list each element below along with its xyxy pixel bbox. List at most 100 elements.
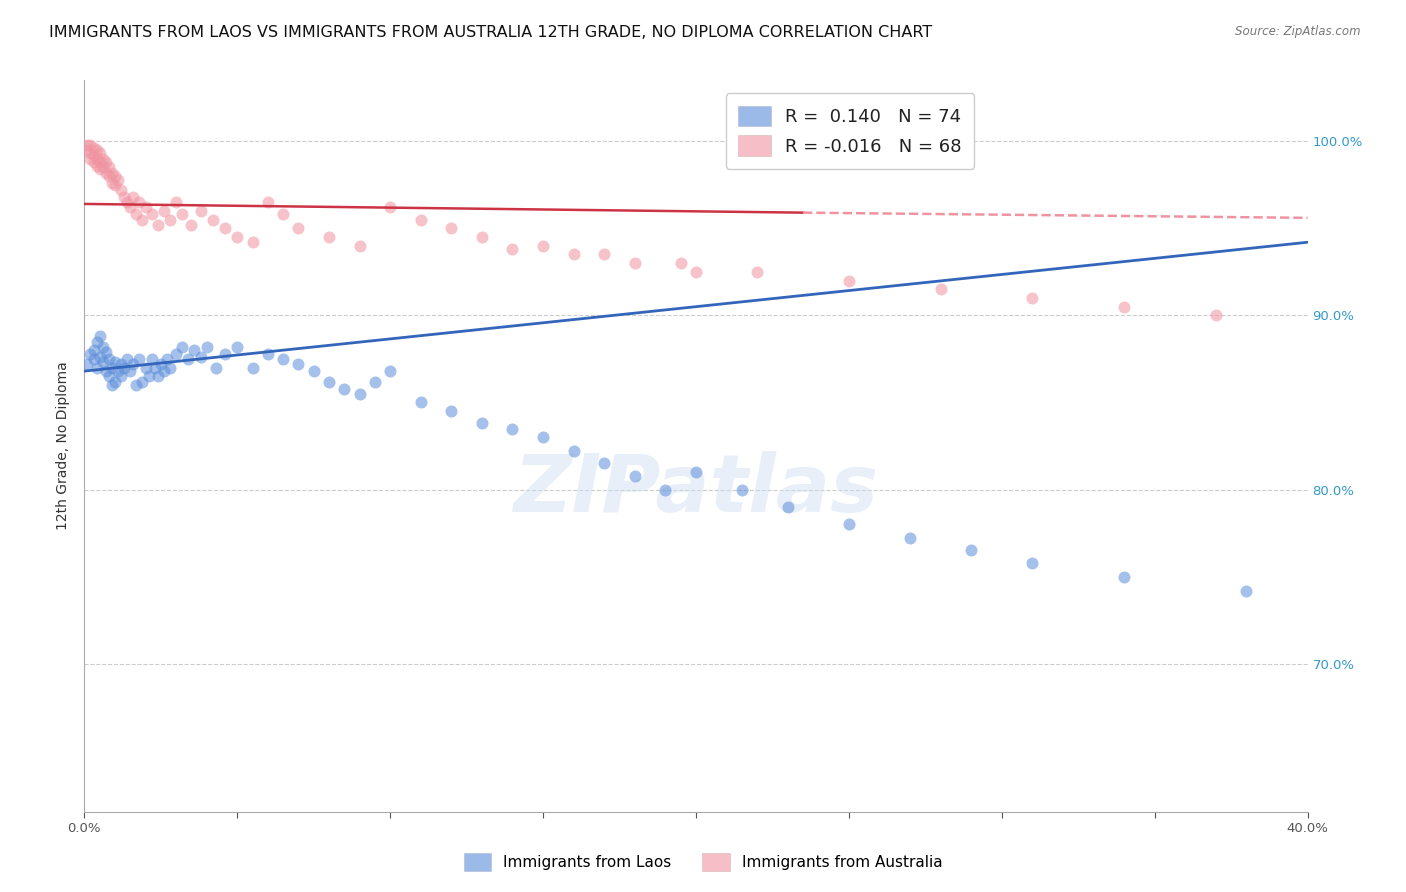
Point	[146, 218, 169, 232]
Point	[94, 155, 117, 169]
Point	[302, 364, 325, 378]
Point	[195, 340, 218, 354]
Point	[91, 355, 114, 369]
Point	[104, 375, 127, 389]
Point	[562, 444, 585, 458]
Point	[190, 350, 212, 364]
Point	[112, 360, 135, 375]
Point	[1021, 291, 1043, 305]
Point	[165, 195, 187, 210]
Point	[624, 256, 647, 270]
Point	[165, 347, 187, 361]
Point	[214, 347, 236, 361]
Point	[101, 378, 124, 392]
Point	[97, 169, 120, 183]
Point	[287, 357, 309, 371]
Point	[364, 375, 387, 389]
Point	[91, 161, 114, 175]
Point	[143, 360, 166, 375]
Point	[86, 143, 108, 157]
Point	[562, 247, 585, 261]
Point	[89, 162, 111, 177]
Point	[138, 369, 160, 384]
Point	[153, 364, 176, 378]
Point	[242, 360, 264, 375]
Point	[107, 364, 129, 378]
Point	[97, 161, 120, 175]
Point	[257, 347, 280, 361]
Point	[76, 357, 98, 371]
Point	[122, 357, 145, 371]
Point	[91, 152, 114, 166]
Point	[654, 483, 676, 497]
Point	[104, 178, 127, 192]
Point	[409, 395, 432, 409]
Point	[97, 351, 120, 366]
Point	[128, 195, 150, 210]
Point	[97, 369, 120, 384]
Point	[83, 148, 105, 162]
Point	[101, 360, 124, 375]
Point	[125, 207, 148, 221]
Point	[159, 360, 181, 375]
Point	[287, 221, 309, 235]
Point	[318, 230, 340, 244]
Point	[172, 207, 194, 221]
Point	[122, 190, 145, 204]
Point	[120, 201, 142, 215]
Point	[731, 483, 754, 497]
Point	[960, 543, 983, 558]
Point	[380, 364, 402, 378]
Point	[177, 351, 200, 366]
Text: ZIPatlas: ZIPatlas	[513, 450, 879, 529]
Point	[776, 500, 799, 514]
Point	[531, 238, 554, 252]
Point	[838, 517, 860, 532]
Point	[101, 165, 124, 179]
Point	[190, 203, 212, 218]
Text: Source: ZipAtlas.com: Source: ZipAtlas.com	[1236, 25, 1361, 38]
Point	[201, 212, 224, 227]
Point	[83, 351, 105, 366]
Point	[115, 351, 138, 366]
Point	[86, 159, 108, 173]
Legend: R =  0.140   N = 74, R = -0.016   N = 68: R = 0.140 N = 74, R = -0.016 N = 68	[725, 93, 974, 169]
Point	[131, 375, 153, 389]
Point	[685, 465, 707, 479]
Point	[531, 430, 554, 444]
Point	[669, 256, 692, 270]
Point	[440, 404, 463, 418]
Point	[440, 221, 463, 235]
Point	[104, 169, 127, 183]
Point	[838, 274, 860, 288]
Point	[257, 195, 280, 210]
Point	[1114, 569, 1136, 583]
Point	[180, 218, 202, 232]
Point	[205, 360, 228, 375]
Point	[226, 340, 249, 354]
Point	[502, 242, 524, 256]
Point	[242, 235, 264, 250]
Point	[149, 357, 172, 371]
Point	[1236, 583, 1258, 598]
Point	[112, 190, 135, 204]
Point	[318, 375, 340, 389]
Point	[89, 329, 111, 343]
Point	[214, 221, 236, 235]
Point	[79, 152, 101, 166]
Point	[624, 468, 647, 483]
Point	[141, 207, 163, 221]
Point	[271, 207, 294, 221]
Point	[349, 238, 371, 252]
Point	[333, 382, 356, 396]
Point	[94, 364, 117, 378]
Y-axis label: 12th Grade, No Diploma: 12th Grade, No Diploma	[56, 361, 70, 531]
Point	[349, 386, 371, 401]
Point	[120, 364, 142, 378]
Point	[380, 201, 402, 215]
Point	[79, 146, 101, 161]
Point	[94, 345, 117, 359]
Point	[101, 176, 124, 190]
Point	[104, 355, 127, 369]
Legend: Immigrants from Laos, Immigrants from Australia: Immigrants from Laos, Immigrants from Au…	[457, 847, 949, 877]
